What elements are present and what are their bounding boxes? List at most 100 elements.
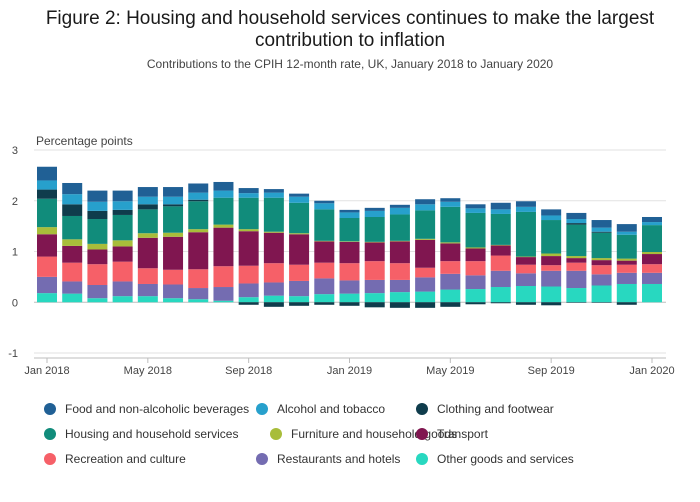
bar-segment	[364, 207, 385, 211]
bar-segment	[515, 302, 536, 305]
legend-item: Other goods and services	[416, 452, 574, 466]
bar-segment	[364, 242, 385, 262]
bar-segment	[37, 276, 57, 294]
bar-segment	[566, 223, 587, 225]
bar-segment	[263, 263, 284, 283]
bar-segment	[389, 241, 410, 264]
bar-segment	[163, 204, 184, 207]
legend-item: Transport	[416, 427, 488, 441]
bar-segment	[213, 287, 234, 301]
bar-segment	[87, 249, 108, 265]
bar-segment	[238, 193, 259, 198]
bar-segment	[339, 293, 360, 303]
bar-segment	[289, 280, 310, 297]
bar-segment	[566, 224, 587, 257]
bar-segment	[415, 277, 436, 292]
bar-segment	[163, 206, 184, 233]
bar-segment	[364, 210, 385, 217]
chart-title-line-1: Figure 2: Housing and household services…	[45, 8, 655, 29]
bar-segment	[238, 229, 259, 232]
bar-segment	[339, 241, 360, 242]
bar-segment	[490, 213, 511, 245]
legend-swatch	[270, 428, 282, 440]
bar-segment	[163, 232, 184, 237]
bar-segment	[188, 201, 209, 230]
bar-segment	[591, 220, 612, 228]
bar-segment	[364, 216, 385, 242]
bar-segment	[314, 209, 335, 241]
bar-segment	[616, 272, 637, 284]
bar-segment	[389, 214, 410, 241]
bar-segment	[515, 256, 536, 258]
bar-segment	[238, 265, 259, 284]
bar-segment	[616, 224, 637, 232]
legend-swatch	[44, 453, 56, 465]
bar-segment	[389, 292, 410, 303]
bar-segment	[37, 198, 57, 228]
bar-segment	[490, 245, 511, 256]
bar-segment	[37, 234, 57, 257]
bar-segment	[37, 180, 57, 190]
bar-segment	[339, 218, 360, 242]
y-tick-label: 2	[12, 196, 18, 208]
legend-label: Other goods and services	[437, 452, 574, 466]
bar-segment	[566, 262, 587, 271]
legend-swatch	[416, 453, 428, 465]
bar-segment	[87, 201, 108, 211]
bar-segment	[163, 196, 184, 205]
bar-segment	[163, 284, 184, 299]
bar-segment	[112, 246, 133, 262]
bar-segment	[440, 206, 461, 243]
bar-segment	[213, 224, 234, 228]
bar-segment	[389, 263, 410, 280]
bar-segment	[591, 260, 612, 266]
x-tick-label: May 2019	[426, 365, 474, 377]
y-tick-label: 3	[12, 145, 18, 157]
bar-segment	[339, 302, 360, 306]
bar-segment	[364, 279, 385, 294]
bar-segment	[440, 198, 461, 202]
bar-segment	[62, 215, 83, 240]
bar-segment	[515, 201, 536, 207]
bar-segment	[339, 212, 360, 219]
bar-segment	[314, 302, 335, 305]
bar-segment	[465, 204, 486, 209]
bar-segment	[440, 242, 461, 244]
bar-segment	[188, 288, 209, 300]
y-tick-label: 0	[12, 297, 18, 309]
bar-segment	[62, 194, 83, 205]
bar-segment	[188, 229, 209, 233]
bar-segment	[440, 302, 461, 307]
bar-segment	[213, 181, 234, 191]
bar-segment	[642, 225, 662, 253]
bar-segment	[263, 302, 284, 307]
bar-segment	[415, 210, 436, 239]
bar-segment	[541, 286, 562, 303]
bar-segment	[213, 300, 234, 303]
bar-segment	[289, 302, 310, 306]
bar-segment	[314, 203, 335, 210]
bar-segment	[389, 240, 410, 242]
bar-segment	[364, 302, 385, 308]
bar-segment	[541, 302, 562, 306]
bar-segment	[515, 273, 536, 287]
bar-segment	[238, 188, 259, 194]
bar-segment	[490, 244, 511, 246]
y-tick-label: 1	[12, 247, 18, 259]
chart-title-line-2: contribution to inflation	[254, 30, 446, 51]
bar-segment	[566, 219, 587, 224]
legend-item: Furniture and household goods	[270, 427, 457, 441]
bar-segment	[238, 297, 259, 303]
x-tick-label: Jan 2020	[629, 365, 674, 377]
legend-item: Clothing and footwear	[416, 402, 554, 416]
bar-segment	[62, 262, 83, 282]
bar-segment	[213, 266, 234, 288]
bar-segment	[263, 197, 284, 232]
bar-segment	[465, 261, 486, 276]
bar-segment	[188, 232, 209, 270]
bar-segment	[137, 204, 158, 210]
bar-segment	[541, 270, 562, 287]
bar-segment	[314, 262, 335, 279]
bar-segment	[289, 264, 310, 281]
bar-segment	[87, 190, 108, 202]
